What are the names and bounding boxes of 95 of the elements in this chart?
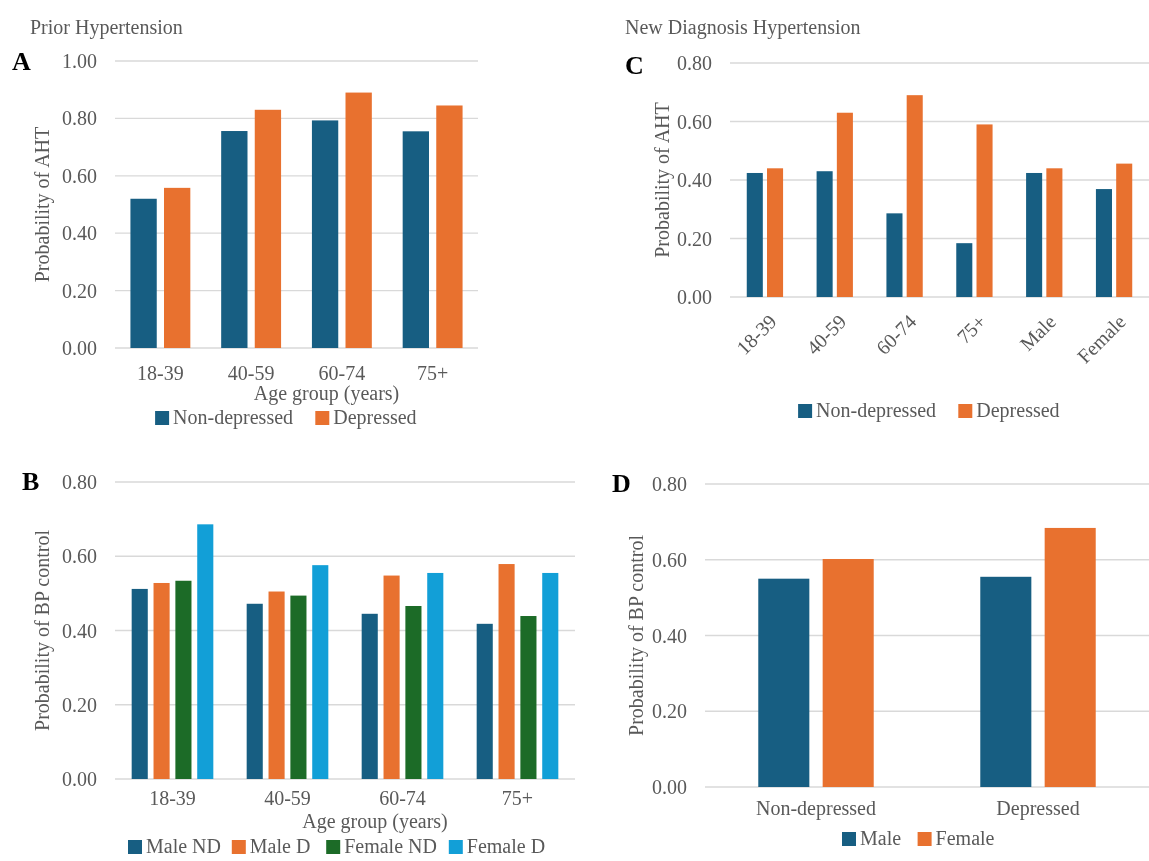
y-axis-title: Probability of BP control [625,534,648,736]
x-tick-label: 18-39 [137,362,184,384]
bar [436,105,463,348]
text: D [612,469,631,498]
y-tick-label: 0.00 [652,776,687,798]
x-tick-label: 60-74 [318,362,366,384]
bar [520,616,537,779]
bar [153,582,170,779]
bar [906,95,923,297]
x-tick-label: 18-39 [149,787,196,809]
legend-label: Female D [466,835,546,857]
bar [886,213,903,297]
y-tick-label: 0.40 [652,624,687,647]
bar [542,572,559,779]
y-tick-label: 0.20 [62,279,97,302]
legend-label: Female [935,827,995,849]
x-axis-title: Age group (years) [253,382,400,405]
bar [402,131,429,348]
bar [361,613,378,779]
bar [290,595,307,779]
bar [312,565,329,779]
bar [246,603,263,779]
x-tick-label: Depressed [996,797,1080,820]
bar [1046,168,1063,297]
bar [976,124,993,297]
x-tick-label: 75+ [952,310,991,348]
bar [1116,163,1133,297]
bar [405,606,422,779]
bar [956,243,973,297]
y-tick-label: 0.40 [62,619,97,642]
x-tick-label: 60-74 [379,787,426,809]
y-tick-label: 0.80 [62,107,97,130]
bar [268,591,285,779]
chart-title: New Diagnosis Hypertension [625,16,861,39]
y-tick-label: 0.40 [677,169,712,191]
bar [1026,172,1043,297]
bar [816,171,833,297]
y-tick-label: 0.20 [677,227,712,250]
bar [767,168,784,297]
bar [311,120,339,348]
text: C [625,51,644,80]
legend-label: Male ND [146,835,221,857]
x-tick-label: 40-59 [264,787,311,809]
text: A [12,47,31,76]
y-tick-label: 0.40 [62,222,97,245]
bar [1095,189,1112,297]
x-tick-label: 75+ [501,787,534,809]
x-tick-label: 40-59 [227,362,275,384]
x-axis-title: Age group (years) [302,810,448,833]
x-tick-label: Non-depressed [756,797,876,820]
y-tick-label: 0.60 [677,110,712,133]
y-tick-label: 0.00 [677,286,712,308]
bar [197,524,214,779]
text: B [22,467,40,496]
y-tick-label: 0.60 [62,164,97,187]
bar [758,578,810,787]
bar [836,112,853,297]
bar [383,575,400,779]
legend-label: Non-depressed [816,399,937,422]
y-tick-label: 0.00 [62,768,97,790]
bar [746,172,763,297]
legend-label: Male [860,827,902,849]
bar [822,558,874,787]
bar [980,576,1032,787]
y-axis-title: Probability of AHT [31,126,54,283]
bar [254,109,282,348]
bar [175,580,192,779]
y-tick-label: 0.00 [62,337,97,359]
legend-label: Male D [249,835,311,857]
y-tick-label: 0.60 [652,548,687,571]
y-axis-title: Probability of AHT [651,102,674,258]
bar [427,572,444,779]
x-tick-label: Male [1015,310,1061,355]
y-tick-label: 0.80 [62,471,97,493]
bar [476,623,493,779]
y-tick-label: 1.00 [62,50,97,72]
y-tick-label: 0.80 [677,52,712,74]
legend-label: Non-depressed [173,406,294,429]
y-tick-label: 0.60 [62,545,97,568]
bar [221,131,248,348]
bar [131,588,148,779]
y-tick-label: 0.80 [652,473,687,495]
bar [345,92,372,348]
y-tick-label: 0.20 [652,700,687,723]
legend-label: Depressed [976,399,1060,422]
y-tick-label: 0.20 [62,693,97,716]
bar [498,564,515,779]
bar [130,198,157,348]
legend-label: Depressed [333,406,417,429]
y-axis-title: Probability of BP control [31,529,54,731]
legend-label: Female ND [344,835,437,857]
bar [164,187,191,348]
bar [1044,527,1096,787]
x-tick-label: 75+ [416,362,449,384]
chart-title: Prior Hypertension [30,16,183,39]
